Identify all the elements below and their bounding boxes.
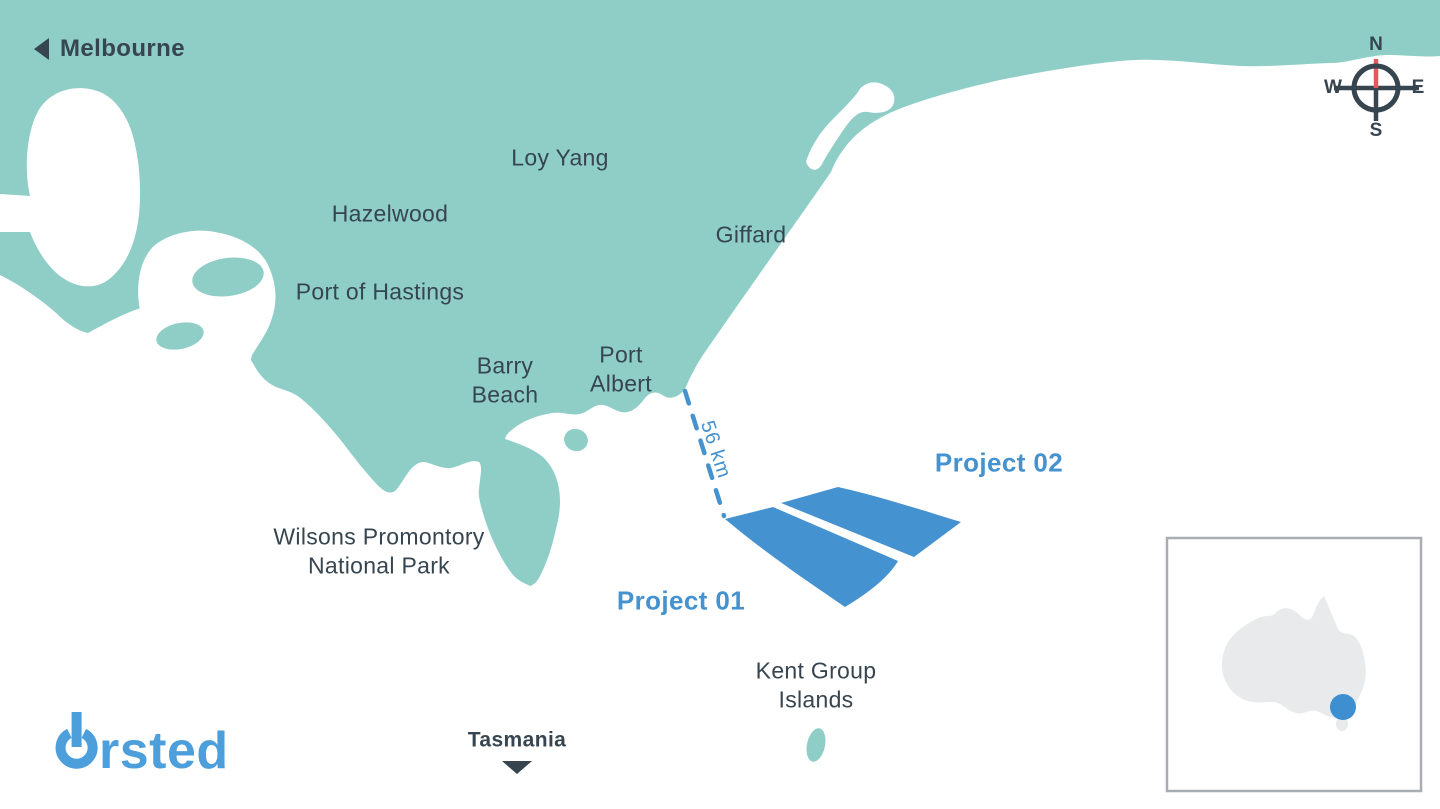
wilsons-promontory-label: Wilsons Promontory National Park xyxy=(273,523,484,582)
port-phillip-bay-shape xyxy=(0,88,141,287)
mainland-victoria-shape xyxy=(0,0,1440,586)
kent-group-islands-label: Kent Group Islands xyxy=(756,657,877,716)
melbourne-direction-indicator: Melbourne xyxy=(34,35,185,63)
project-01-area-shape xyxy=(725,507,898,607)
orsted-wordmark: rsted xyxy=(99,722,229,774)
gippsland-lakes-shape xyxy=(806,82,895,170)
wilsons-line1: Wilsons Promontory xyxy=(273,523,485,550)
down-arrow-icon xyxy=(502,761,532,774)
compass-rose xyxy=(1334,59,1419,121)
giffard-label: Giffard xyxy=(715,221,787,248)
barry-beach-line2: Beach xyxy=(471,382,539,408)
french-island-shape xyxy=(192,257,264,297)
corner-inlet-island-shape xyxy=(564,428,588,452)
tasmania-label: Tasmania xyxy=(467,728,567,752)
project-02-label: Project 02 xyxy=(934,447,1064,478)
port-albert-line1: Port xyxy=(599,341,643,368)
compass-west-label: W xyxy=(1324,77,1342,98)
port-of-hastings-label: Port of Hastings xyxy=(295,278,465,305)
barry-beach-line1: Barry xyxy=(476,352,534,379)
melbourne-label: Melbourne xyxy=(60,35,185,62)
inset-tasmania-shape xyxy=(1336,717,1348,731)
australia-inset-map xyxy=(1165,536,1423,793)
phillip-island-shape xyxy=(156,322,204,350)
australia-silhouette-shape xyxy=(1221,596,1366,718)
left-arrow-icon xyxy=(34,38,49,60)
kent-line2: Islands xyxy=(778,687,854,713)
compass-east-label: E xyxy=(1411,77,1425,98)
compass-south-label: S xyxy=(1369,120,1383,141)
project-02-area-shape xyxy=(781,487,961,557)
inset-location-dot xyxy=(1330,694,1356,720)
kent-group-island-shape xyxy=(806,728,826,762)
hazelwood-label: Hazelwood xyxy=(331,200,449,227)
port-albert-line2: Albert xyxy=(590,371,652,397)
barry-beach-label: Barry Beach xyxy=(472,352,539,411)
compass-north-label: N xyxy=(1369,34,1383,55)
wilsons-line2: National Park xyxy=(308,553,450,579)
port-albert-label: Port Albert xyxy=(590,341,652,400)
distance-dashed-line xyxy=(682,388,727,519)
loy-yang-label: Loy Yang xyxy=(511,144,609,171)
kent-line1: Kent Group xyxy=(755,657,877,684)
project-01-label: Project 01 xyxy=(616,585,746,616)
orsted-logo: rsted xyxy=(48,708,238,780)
orsted-power-icon xyxy=(55,712,98,769)
